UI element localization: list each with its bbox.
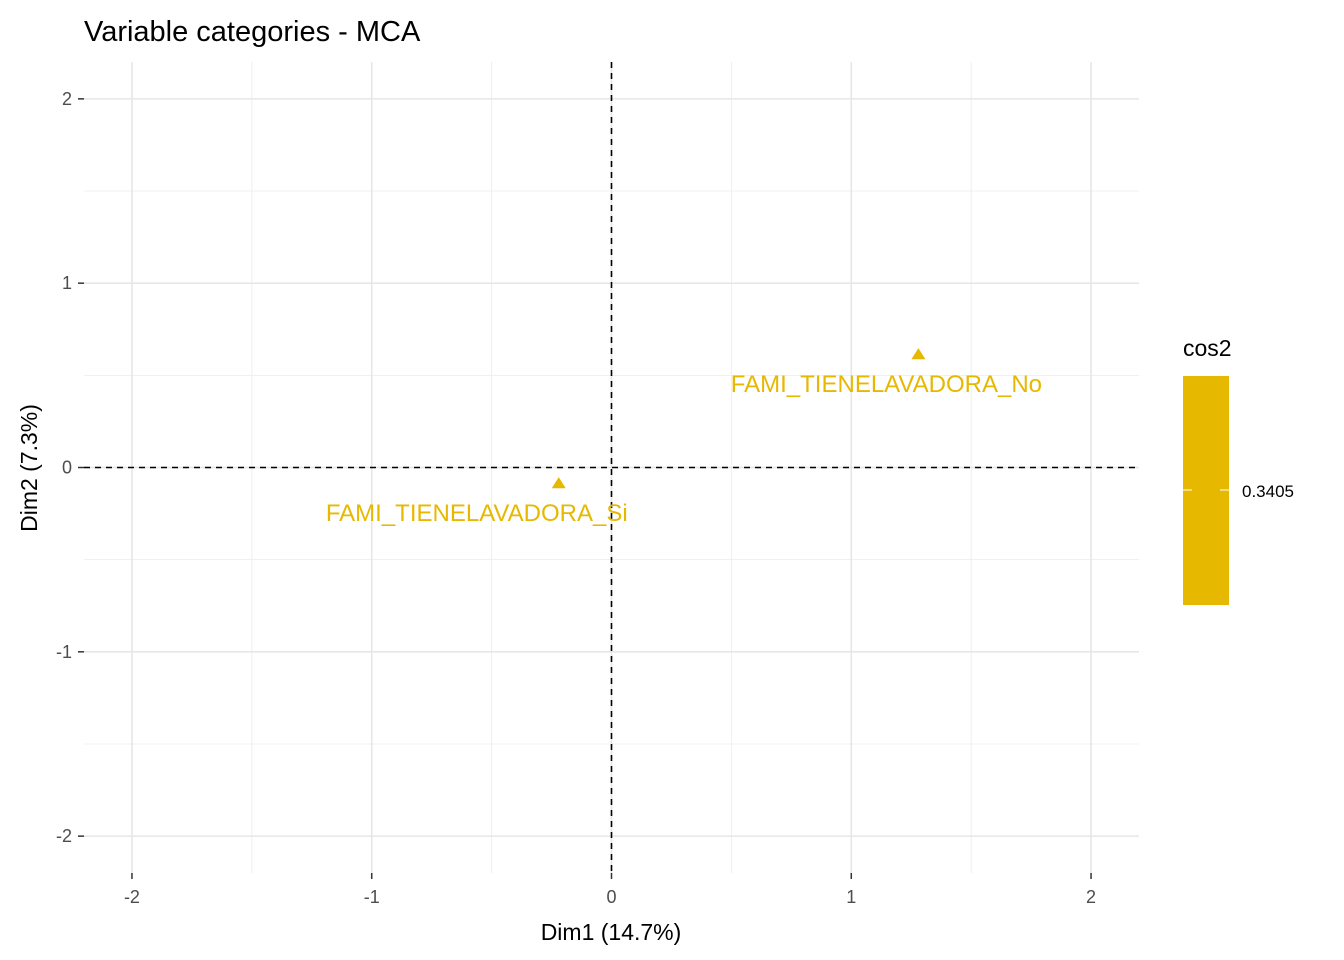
chart-title: Variable categories - MCA (84, 16, 421, 48)
legend-title: cos2 (1183, 335, 1232, 361)
point-marker (551, 477, 566, 489)
legend: cos2 0.3405 (1183, 335, 1294, 605)
x-tick-label: -1 (364, 887, 380, 907)
y-tick-label: -1 (56, 642, 72, 662)
x-tick-label: 0 (606, 887, 616, 907)
point-marker (911, 348, 926, 360)
y-tick-label: -2 (56, 826, 72, 846)
axis-ticks: -2 -1 0 1 2 -2 -1 0 1 2 (56, 89, 1096, 907)
y-tick-label: 0 (62, 458, 72, 478)
x-tick-label: 2 (1086, 887, 1096, 907)
reference-lines (84, 62, 1139, 873)
x-tick-label: -2 (124, 887, 140, 907)
y-axis-title: Dim2 (7.3%) (16, 404, 42, 532)
legend-label: 0.3405 (1242, 482, 1294, 501)
point-label: FAMI_TIENELAVADORA_Si (326, 500, 628, 527)
x-axis-title: Dim1 (14.7%) (541, 919, 682, 945)
y-tick-label: 2 (62, 89, 72, 109)
y-tick-label: 1 (62, 273, 72, 293)
x-tick-label: 1 (846, 887, 856, 907)
point-label: FAMI_TIENELAVADORA_No (731, 371, 1042, 398)
data-points: FAMI_TIENELAVADORA_No FAMI_TIENELAVADORA_… (326, 348, 1042, 527)
